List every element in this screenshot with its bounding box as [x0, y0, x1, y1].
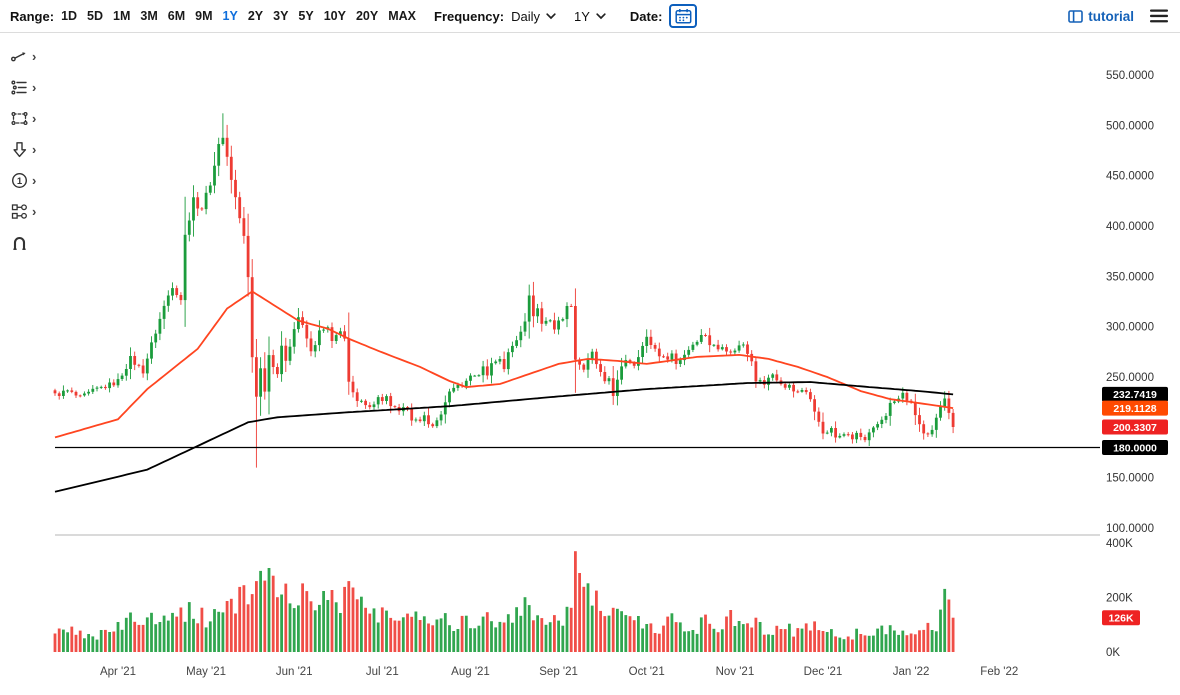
range-1y-active[interactable]: 1Y	[222, 9, 238, 23]
magnet-icon	[13, 236, 26, 251]
svg-text:500.0000: 500.0000	[1106, 120, 1154, 132]
svg-text:Sep '21: Sep '21	[539, 666, 578, 678]
volume-bars	[53, 551, 955, 652]
tool-annotations[interactable]: ›	[10, 78, 36, 97]
volume-axis-labels: 400K 200K 0K	[1106, 538, 1133, 659]
range-2y[interactable]: 2Y	[247, 9, 264, 23]
annotation-list-icon	[11, 80, 27, 95]
svg-text:1: 1	[17, 176, 23, 187]
chevron-down-icon	[546, 12, 556, 19]
svg-text:180.0000: 180.0000	[1113, 442, 1157, 454]
range-5y[interactable]: 5Y	[298, 9, 314, 23]
svg-text:450.0000: 450.0000	[1106, 171, 1154, 183]
shape-icon	[11, 111, 28, 126]
chevron-down-icon	[596, 12, 606, 19]
tool-arrows[interactable]: ›	[10, 140, 36, 159]
price-volume-chart[interactable]: 550.0000 500.0000 450.0000 400.0000 350.0000…	[0, 33, 1180, 695]
svg-text:Jun '21: Jun '21	[276, 666, 313, 678]
chart-area: 550.0000 500.0000 450.0000 400.0000 350.0000…	[0, 33, 1180, 695]
svg-text:200K: 200K	[1106, 593, 1133, 605]
svg-text:Feb '22: Feb '22	[980, 666, 1018, 678]
svg-text:May '21: May '21	[186, 666, 226, 678]
trendline-icon	[11, 52, 26, 62]
svg-text:550.0000: 550.0000	[1106, 70, 1154, 82]
range-label: Range:	[10, 8, 55, 24]
range-9m[interactable]: 9M	[195, 9, 213, 23]
svg-text:Apr '21: Apr '21	[100, 666, 136, 678]
svg-text:232.7419: 232.7419	[1113, 389, 1157, 401]
range-3m[interactable]: 3M	[140, 9, 158, 23]
tutorial-grid-icon	[1068, 9, 1084, 23]
top-toolbar: Range: 1D 5D 1M 3M 6M 9M 1Y 2Y 3Y 5Y 10Y…	[0, 0, 1180, 33]
svg-text:126K: 126K	[1108, 613, 1134, 625]
tool-shapes[interactable]: ›	[10, 109, 36, 128]
svg-text:300.0000: 300.0000	[1106, 322, 1154, 334]
svg-text:Jan '22: Jan '22	[893, 666, 930, 678]
date-picker-button[interactable]	[669, 4, 698, 28]
tutorial-label: tutorial	[1088, 8, 1134, 24]
range-5d[interactable]: 5D	[87, 9, 104, 23]
chevron-right-icon: ›	[32, 49, 37, 64]
svg-text:Aug '21: Aug '21	[451, 666, 490, 678]
svg-text:0K: 0K	[1106, 647, 1120, 659]
svg-text:Jul '21: Jul '21	[366, 666, 399, 678]
hamburger-icon	[1150, 9, 1168, 23]
range-selector: 1D 5D 1M 3M 6M 9M 1Y 2Y 3Y 5Y 10Y 20Y MA…	[61, 9, 416, 23]
period-value: 1Y	[573, 8, 590, 24]
time-axis-labels: Apr '21 May '21 Jun '21 Jul '21 Aug '21 Sep '…	[100, 666, 1018, 678]
period-select[interactable]: 1Y	[574, 9, 606, 24]
candles	[53, 113, 955, 468]
tool-numbered-markers[interactable]: 1 ›	[10, 171, 36, 190]
range-6m[interactable]: 6M	[167, 9, 186, 23]
svg-text:250.0000: 250.0000	[1106, 372, 1154, 384]
drawing-toolbar: › › ›	[10, 47, 36, 252]
value-badges: 232.7419 219.1128 200.3307 180.0000 126K	[1102, 386, 1168, 626]
svg-text:400K: 400K	[1106, 538, 1133, 550]
tool-magnet[interactable]	[10, 233, 36, 252]
arrow-down-icon	[13, 142, 27, 158]
chevron-right-icon: ›	[32, 142, 37, 157]
svg-text:100.0000: 100.0000	[1106, 523, 1154, 535]
range-20y[interactable]: 20Y	[355, 9, 379, 23]
range-3y[interactable]: 3Y	[273, 9, 289, 23]
hamburger-menu-button[interactable]	[1150, 9, 1168, 23]
svg-text:400.0000: 400.0000	[1106, 221, 1154, 233]
frequency-select[interactable]: Daily	[511, 9, 556, 24]
svg-text:200.3307: 200.3307	[1113, 422, 1157, 434]
tool-trendline[interactable]: ›	[10, 47, 36, 66]
svg-text:Dec '21: Dec '21	[804, 666, 843, 678]
range-1d[interactable]: 1D	[61, 9, 78, 23]
range-max[interactable]: MAX	[388, 9, 416, 23]
frequency-value: Daily	[511, 8, 540, 24]
chevron-right-icon: ›	[32, 173, 37, 188]
pattern-nodes-icon	[11, 204, 27, 219]
ma-slow-line	[54, 381, 954, 493]
tutorial-link[interactable]: tutorial	[1068, 9, 1134, 24]
calendar-icon	[675, 9, 692, 24]
price-axis-labels: 550.0000 500.0000 450.0000 400.0000 350.0000…	[1106, 70, 1154, 535]
svg-text:Oct '21: Oct '21	[629, 666, 665, 678]
tool-patterns[interactable]: ›	[10, 202, 36, 221]
chevron-right-icon: ›	[32, 80, 37, 95]
svg-text:350.0000: 350.0000	[1106, 271, 1154, 283]
chevron-right-icon: ›	[32, 204, 37, 219]
range-1m[interactable]: 1M	[113, 9, 131, 23]
numbered-marker-icon: 1	[11, 172, 28, 189]
frequency-label: Frequency:	[434, 8, 505, 24]
chevron-right-icon: ›	[32, 111, 37, 126]
date-label: Date:	[629, 8, 663, 24]
svg-text:Nov '21: Nov '21	[716, 666, 755, 678]
range-10y[interactable]: 10Y	[323, 9, 346, 23]
svg-text:219.1128: 219.1128	[1113, 403, 1156, 415]
svg-text:150.0000: 150.0000	[1106, 473, 1154, 485]
ma-fast-line	[54, 290, 954, 439]
